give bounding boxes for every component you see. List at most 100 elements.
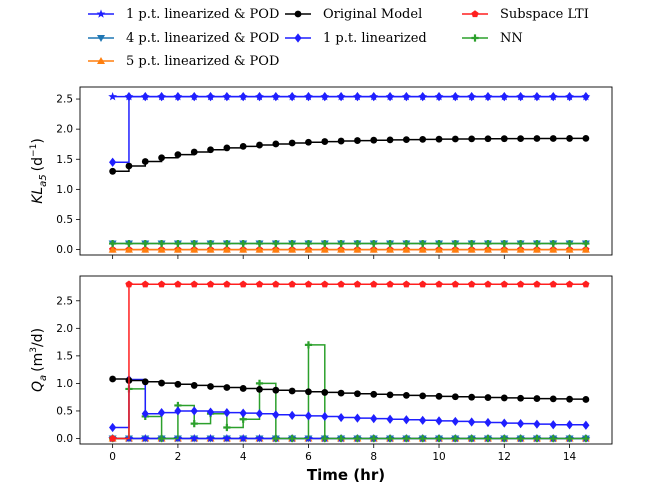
top-point-nn: [484, 239, 492, 248]
legend-label-original-model: Original Model: [323, 7, 422, 22]
bottom-point-1-p-t-linearized: [451, 416, 459, 427]
top-ytick-label: 0.0: [56, 244, 73, 256]
top-point-original-model: [337, 137, 345, 145]
bottom-point-subspace-lti: [565, 280, 574, 288]
legend-label-1-p-t-linearized: 1 p.t. linearized: [323, 31, 427, 46]
top-point-5-p-t-linearized-pod: [337, 245, 346, 253]
bottom-point-subspace-lti: [288, 280, 296, 288]
xtick-label: 8: [370, 451, 377, 463]
bottom-point-nn: [190, 420, 198, 428]
top-series-nn: [109, 239, 590, 248]
bottom-point-1-p-t-linearized-pod: [238, 433, 248, 443]
top-point-nn: [174, 239, 182, 248]
top-point-original-model: [549, 135, 557, 142]
bottom-point-1-p-t-linearized: [255, 409, 264, 419]
bottom-point-original-model: [549, 395, 557, 403]
top-point-original-model: [321, 138, 329, 145]
top-ytick-label: 2.5: [56, 94, 73, 106]
bottom-point-nn: [288, 434, 296, 443]
bottom-point-subspace-lti: [582, 280, 590, 288]
bottom-point-subspace-lti: [353, 280, 362, 288]
bottom-line-original-model: [112, 378, 587, 400]
top-point-original-model: [190, 148, 198, 156]
top-point-1-p-t-linearized-pod: [499, 92, 509, 101]
bottom-point-original-model: [451, 393, 459, 401]
bottom-point-subspace-lti: [190, 280, 198, 288]
bottom-point-1-p-t-linearized: [419, 415, 427, 425]
top-point-original-model: [223, 144, 231, 152]
bottom-point-nn: [451, 434, 459, 443]
top-point-original-model: [533, 135, 541, 142]
bottom-point-1-p-t-linearized: [468, 417, 476, 427]
bottom-point-1-p-t-linearized: [402, 415, 410, 425]
bottom-point-subspace-lti: [109, 434, 117, 442]
top-point-1-p-t-linearized-pod: [108, 92, 118, 101]
bottom-line-1-p-t-linearized: [112, 378, 587, 429]
bottom-point-1-p-t-linearized: [500, 418, 508, 428]
top-point-1-p-t-linearized-pod: [189, 92, 199, 101]
bottom-point-original-model: [272, 386, 280, 394]
bottom-point-original-model: [174, 380, 182, 388]
top-point-original-model: [288, 139, 296, 147]
top-point-nn: [337, 239, 345, 248]
bottom-point-subspace-lti: [223, 280, 231, 288]
top-line-1-p-t-linearized: [112, 95, 586, 164]
bottom-point-original-model: [370, 390, 378, 398]
top-point-1-p-t-linearized-pod: [385, 92, 395, 101]
bottom-point-original-model: [419, 392, 427, 400]
bottom-series-nn: [109, 341, 590, 443]
top-ylabel: KLa5(d−1): [29, 138, 49, 204]
top-point-original-model: [419, 135, 427, 143]
top-point-nn: [549, 239, 557, 248]
bottom-point-nn: [402, 434, 410, 443]
bottom-point-original-model: [109, 375, 117, 383]
top-point-5-p-t-linearized-pod: [239, 245, 248, 253]
bottom-point-original-model: [435, 392, 443, 400]
legend-marker-4-p-t-linearized-pod: [97, 35, 105, 42]
top-ytick-label: 2.0: [56, 124, 73, 136]
bottom-point-original-model: [386, 391, 394, 399]
bottom-point-nn: [353, 434, 362, 443]
top-point-5-p-t-linearized-pod: [483, 245, 492, 253]
top-point-nn: [288, 239, 296, 248]
bottom-point-subspace-lti: [549, 280, 557, 288]
bottom-point-subspace-lti: [533, 280, 541, 288]
xtick-label: 14: [563, 451, 577, 463]
bottom-point-nn: [533, 434, 541, 443]
bottom-point-original-model: [582, 396, 590, 403]
bottom-point-1-p-t-linearized: [174, 406, 182, 416]
top-point-1-p-t-linearized-pod: [565, 92, 574, 101]
xtick-label: 2: [175, 451, 182, 463]
bottom-point-nn: [223, 423, 231, 432]
top-point-1-p-t-linearized-pod: [255, 92, 264, 101]
top-point-nn: [419, 239, 427, 248]
top-point-nn: [582, 239, 590, 248]
bottom-point-subspace-lti: [174, 280, 182, 288]
legend-label-4-p-t-linearized-pod: 4 p.t. linearized & POD: [126, 31, 279, 46]
top-point-1-p-t-linearized-pod: [124, 92, 134, 101]
top-point-original-model: [354, 137, 361, 144]
bottom-ytick-label: 2.5: [56, 295, 73, 307]
top-point-5-p-t-linearized-pod: [369, 245, 378, 253]
top-point-original-model: [305, 138, 312, 146]
top-point-5-p-t-linearized-pod: [500, 245, 509, 253]
top-point-5-p-t-linearized-pod: [320, 245, 329, 253]
top-point-original-model: [239, 142, 247, 150]
top-point-1-p-t-linearized-pod: [434, 92, 444, 101]
top-point-original-model: [517, 135, 525, 142]
xtick-label: 12: [498, 451, 511, 463]
bottom-point-nn: [337, 434, 345, 443]
bottom-point-original-model: [321, 389, 329, 396]
bottom-point-nn: [321, 434, 329, 443]
bottom-line-subspace-lti: [112, 283, 586, 440]
bottom-point-1-p-t-linearized: [223, 408, 231, 418]
bottom-point-subspace-lti: [419, 280, 427, 288]
bottom-point-original-model: [305, 388, 312, 396]
bottom-point-original-model: [517, 394, 525, 402]
top-point-nn: [468, 239, 476, 248]
bottom-point-1-p-t-linearized: [484, 417, 492, 428]
top-point-5-p-t-linearized-pod: [173, 245, 182, 253]
top-point-nn: [386, 239, 394, 248]
legend-label-subspace-lti: Subspace LTI: [500, 7, 589, 22]
